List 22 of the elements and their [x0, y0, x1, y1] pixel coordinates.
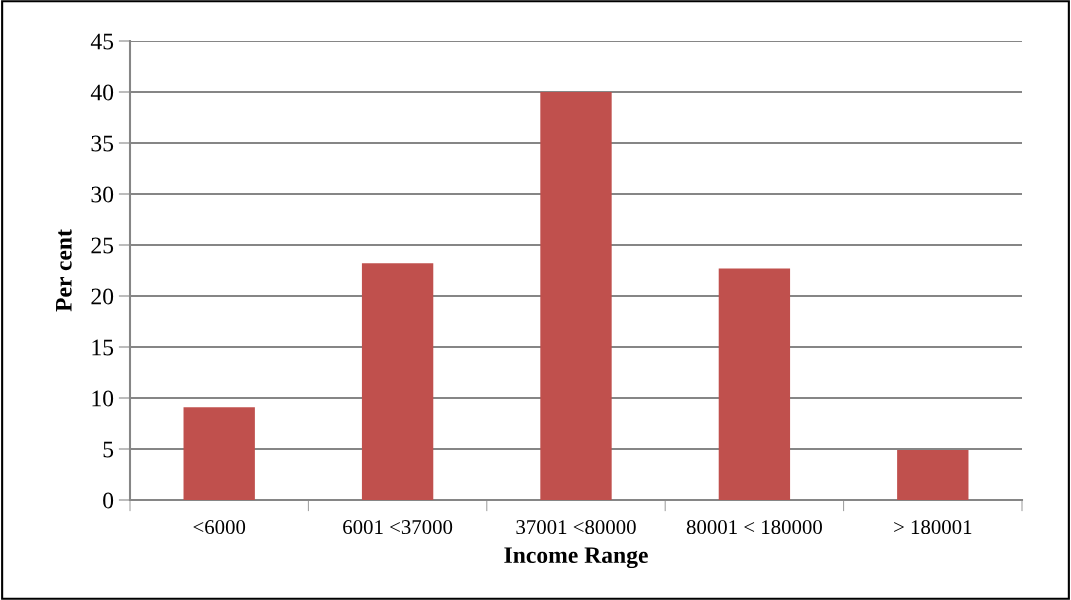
x-tick-label: 80001 < 180000 [686, 520, 822, 535]
y-tick-label: 45 [90, 33, 114, 50]
y-tick-label: 40 [90, 84, 114, 101]
y-tick-label: 35 [91, 135, 114, 152]
y-tick-label: 10 [92, 390, 114, 407]
x-tick-label: 37001 <80000 [516, 520, 636, 535]
y-tick-label: 25 [91, 237, 114, 254]
x-tick-label: <6000 [193, 520, 246, 535]
bar [718, 268, 791, 500]
y-axis-title: Per cent [56, 229, 72, 312]
y-tick-label: 20 [91, 288, 114, 305]
y-tick-label: 0 [103, 492, 114, 509]
bar [183, 407, 255, 500]
x-axis-title: Income Range [504, 547, 648, 569]
bar [897, 450, 969, 500]
y-tick-label: 5 [103, 441, 114, 458]
y-tick-label: 30 [91, 186, 114, 203]
bar [540, 92, 612, 500]
y-tick-label: 15 [92, 339, 114, 356]
x-tick-label: 6001 <37000 [343, 520, 453, 535]
bar [361, 263, 434, 500]
x-tick-label: > 180001 [894, 520, 972, 535]
